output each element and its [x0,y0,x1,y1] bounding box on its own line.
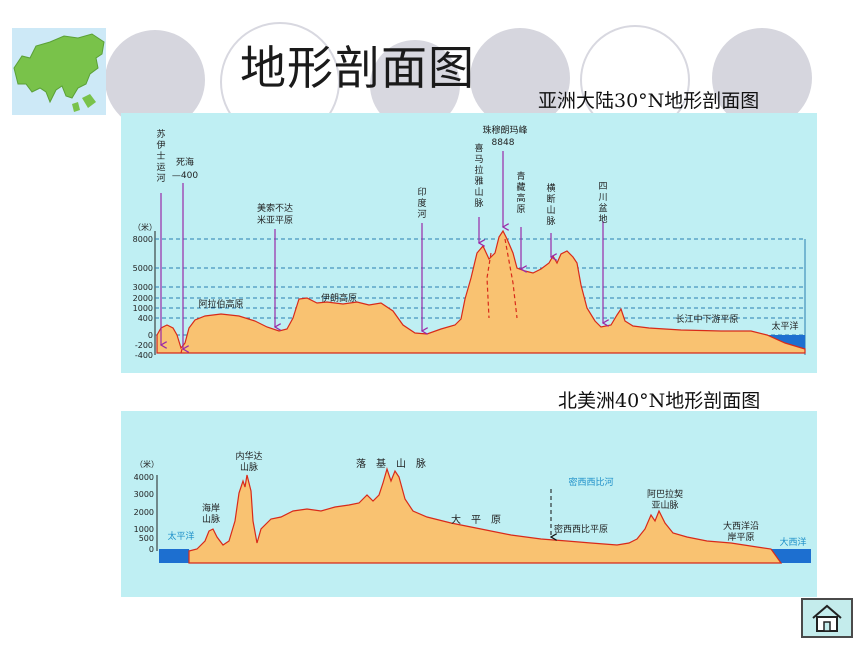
label-dead-sea: 死海 [176,156,194,168]
label-sichuan: 四川盆地 [598,182,607,225]
label-mississippi-plain: 密西西比平原 [554,523,608,535]
y-tick: 3000 [133,283,153,292]
label-rockies: 落 基 山 脉 [356,457,426,470]
label-suez: 苏伊士运河 [156,128,165,184]
page-title: 地形剖面图 [240,41,475,95]
home-icon [812,604,842,632]
label-everest: 珠穆朗玛峰 [482,124,527,136]
na-profile-caption: 北美洲40°N地形剖面图 [558,390,761,412]
label-himalaya: 喜马拉雅山脉 [474,142,483,209]
y-tick: 1000 [133,304,153,313]
y-tick: 0 [149,545,154,554]
label-indus: 印度河 [417,186,426,220]
deco-circle [712,28,812,128]
label-hengduan: 横断山脉 [546,182,555,227]
label-pacific: 太平洋 [771,320,798,332]
label-appalachian: 阿巴拉契亚山脉 [647,488,683,511]
unit-label: （米） [135,459,159,469]
y-tick: 1000 [134,525,154,534]
label-great-plains: 大 平 原 [451,513,501,526]
pointer-arrows [161,151,603,349]
label-arabian: 阿拉伯高原 [198,298,243,310]
label-yangtze: 长江中下游平原 [675,313,738,325]
y-tick: 8000 [133,235,153,244]
asia-map-icon [12,28,106,115]
y-tick: 4000 [134,473,154,482]
deco-circle [470,28,570,128]
label-pacific: 太平洋 [167,530,194,542]
asia-terrain [156,229,806,354]
label-tibet: 青藏高原 [516,170,525,215]
home-button[interactable] [801,598,853,638]
y-tick: 2000 [134,508,154,517]
asia-profile-svg: （米） 8000 5000 3000 2000 1000 400 0 -200 … [133,124,806,360]
y-tick: 3000 [134,490,154,499]
label-mississippi-river: 密西西比河 [568,476,613,488]
atlantic-water [771,549,811,563]
y-tick: 0 [148,331,153,340]
y-tick: 2000 [133,294,153,303]
label-mesopotamia: 美索不达米亚平原 [257,202,293,226]
y-tick: -400 [135,351,153,360]
y-tick: 400 [138,314,153,323]
label-dead-sea-value: —400 [172,171,198,181]
label-coast-range: 海岸山脉 [202,502,220,525]
unit-label: （米） [133,222,157,232]
na-profile-svg: （米） 4000 3000 2000 1000 500 0 太平洋 海岸山脉 内… [134,450,811,564]
label-sierra-nevada: 内华达山脉 [235,450,262,473]
label-iran: 伊朗高原 [321,292,357,304]
asia-profile-caption: 亚洲大陆30°N地形剖面图 [538,90,760,112]
na-terrain [188,466,783,564]
na-profile-panel: （米） 4000 3000 2000 1000 500 0 太平洋 海岸山脉 内… [121,411,817,597]
label-atlantic: 大西洋 [779,536,806,548]
asia-profile-panel: （米） 8000 5000 3000 2000 1000 400 0 -200 … [121,113,817,373]
label-atlantic-plain: 大西洋沿岸平原 [723,520,759,543]
pacific-water [159,549,191,563]
label-everest-height: 8848 [492,138,515,148]
y-tick: -200 [135,341,153,350]
y-tick: 500 [139,534,154,543]
y-tick: 5000 [133,264,153,273]
